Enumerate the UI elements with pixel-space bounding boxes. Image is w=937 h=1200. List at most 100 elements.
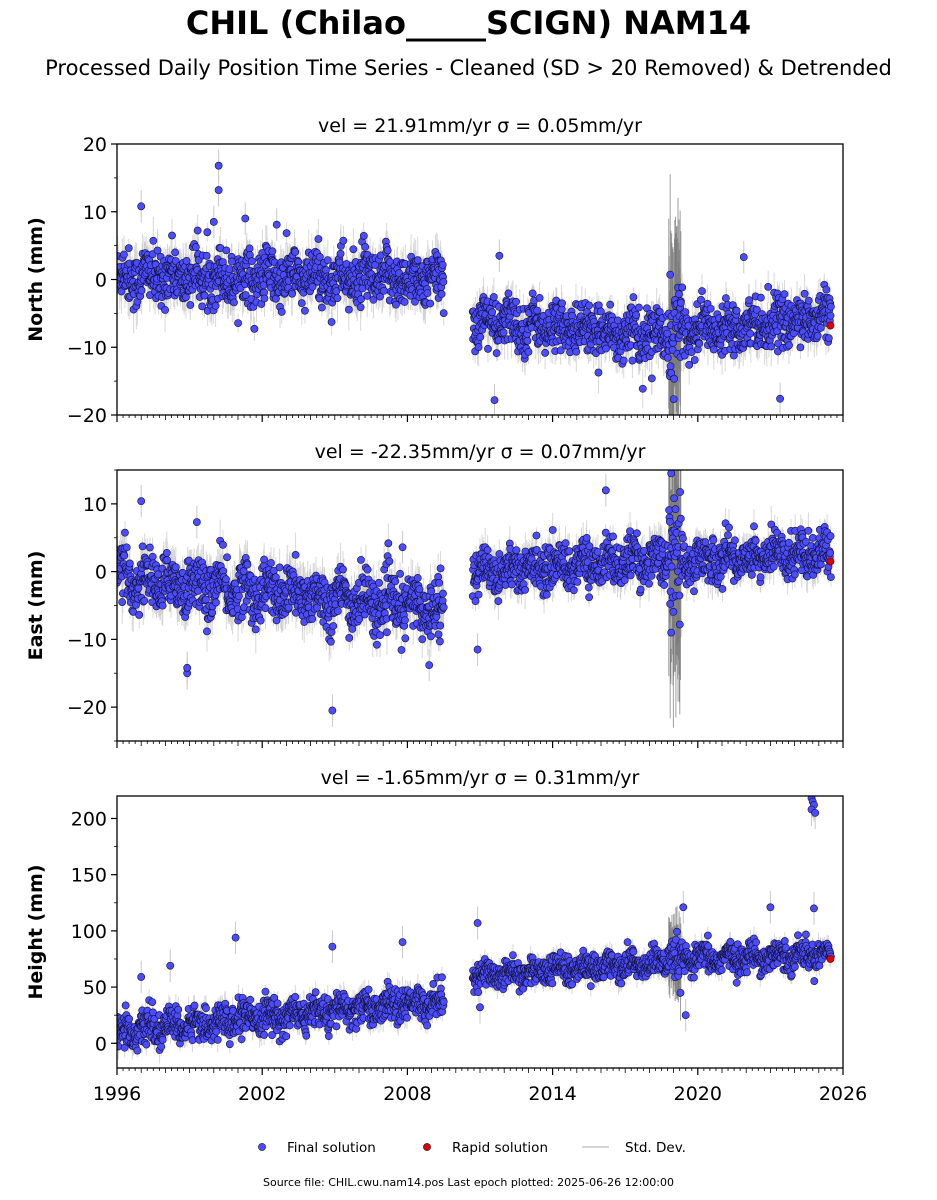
final-solution-point [413, 256, 422, 265]
panel-2: vel = -22.35mm/yr σ = 0.07mm/yr East (mm)… [25, 441, 844, 748]
final-solution-point [322, 266, 330, 274]
final-solution-point [209, 218, 218, 226]
final-solution-point [558, 299, 566, 308]
final-solution-point [392, 300, 400, 309]
final-solution-point [757, 293, 765, 302]
final-solution-point [400, 298, 409, 306]
final-solution-point [363, 292, 372, 300]
final-solution-point [488, 308, 497, 317]
final-solution-point [523, 336, 532, 345]
final-solution-point [282, 229, 291, 238]
final-solution-point [706, 304, 715, 313]
final-solution-point [632, 311, 641, 319]
final-solution-point [676, 298, 685, 307]
final-solution-point [780, 290, 789, 299]
final-solution-point [635, 303, 643, 312]
y-tick-label: 0 [95, 270, 107, 292]
y-tick-label: −20 [67, 405, 107, 427]
panel-1: vel = 21.91mm/yr σ = 0.05mm/yr North (mm)… [25, 115, 844, 427]
final-solution-point [813, 331, 822, 340]
final-solution-point [512, 297, 520, 306]
final-solution-point [361, 243, 370, 251]
final-solution-point [492, 349, 501, 358]
final-solution-point [193, 226, 202, 235]
final-solution-point [336, 249, 345, 258]
final-solution-point [698, 287, 706, 296]
y-tick-label: 20 [83, 134, 107, 156]
final-solution-point [585, 301, 594, 310]
final-solution-point [826, 311, 835, 320]
final-solution-point [230, 298, 238, 307]
final-solution-point [596, 307, 605, 316]
final-solution-point [774, 339, 783, 348]
final-solution-point [666, 362, 675, 371]
final-solution-point [356, 303, 365, 312]
final-solution-point [301, 306, 309, 315]
final-solution-point [333, 294, 342, 303]
final-solution-point [214, 186, 223, 194]
final-solution-point [161, 306, 170, 314]
final-solution-point [800, 289, 809, 298]
final-solution-point [124, 244, 133, 253]
final-solution-point [474, 343, 483, 351]
final-solution-point [234, 319, 243, 327]
final-solution-point [192, 243, 200, 251]
chart-subtitle: Processed Daily Position Time Series - C… [45, 56, 892, 80]
final-solution-point [541, 348, 550, 357]
final-solution-point [168, 231, 176, 240]
final-solution-point [628, 356, 637, 365]
final-solution-point [297, 299, 306, 308]
final-solution-point [729, 351, 738, 360]
final-solution-point [739, 253, 748, 262]
y-axis-label: North (mm) [25, 217, 47, 342]
final-solution-point [248, 257, 256, 266]
final-solution-point [137, 286, 146, 295]
final-solution-point [722, 294, 730, 303]
final-solution-point [349, 245, 358, 254]
final-solution-point [816, 323, 825, 332]
final-solution-point [171, 248, 180, 257]
final-solution-point [423, 289, 432, 298]
final-solution-point [214, 161, 223, 170]
final-solution-point [709, 345, 718, 354]
final-solution-point [198, 302, 207, 311]
final-solution-point [211, 301, 220, 310]
final-solution-point [804, 296, 813, 305]
final-solution-point [732, 306, 741, 315]
final-solution-point [613, 316, 622, 325]
final-solution-point [344, 305, 353, 314]
final-solution-point [323, 256, 332, 265]
final-solution-point [489, 293, 498, 301]
final-solution-point [359, 231, 368, 240]
final-solution-point [675, 290, 683, 299]
y-tick-label: −10 [67, 337, 107, 359]
final-solution-point [245, 244, 254, 253]
y-axis-label: East (mm) [25, 551, 47, 661]
final-solution-point [268, 247, 277, 256]
final-solution-point [376, 251, 385, 260]
panel-title: vel = 21.91mm/yr σ = 0.05mm/yr [318, 115, 642, 137]
final-solution-point [137, 202, 146, 211]
final-solution-point [272, 220, 281, 229]
final-solution-point [437, 290, 446, 298]
final-solution-point [484, 344, 492, 353]
final-solution-point [438, 260, 447, 269]
final-solution-point [764, 283, 773, 291]
final-solution-point [314, 235, 323, 243]
final-solution-point [315, 252, 324, 261]
final-solution-point [357, 295, 365, 304]
final-solution-point [638, 384, 647, 393]
final-solution-point [785, 341, 793, 350]
final-solution-point [685, 360, 694, 369]
final-solution-point [647, 374, 656, 383]
final-solution-point [379, 286, 388, 295]
final-solution-point [186, 301, 195, 309]
data-area [117, 470, 835, 728]
final-solution-point [317, 303, 326, 312]
final-solution-point [745, 296, 754, 305]
final-solution-point [594, 368, 603, 377]
final-solution-point [824, 334, 833, 343]
final-solution-point [504, 289, 513, 298]
final-solution-point [606, 300, 615, 309]
final-solution-point [241, 291, 250, 299]
